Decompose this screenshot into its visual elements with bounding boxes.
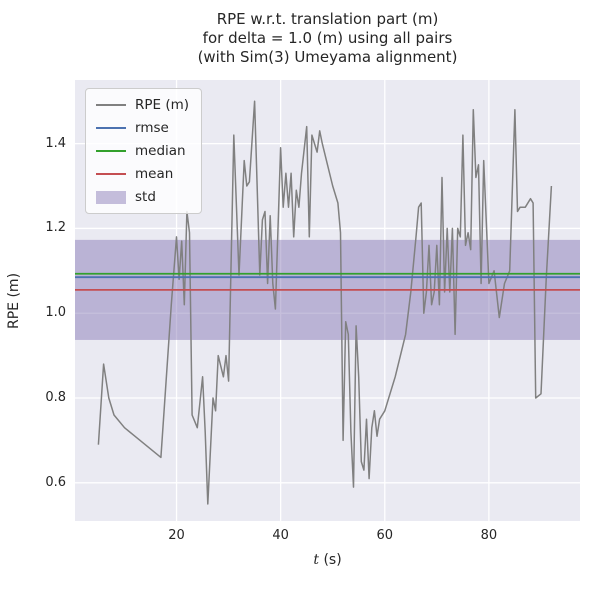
y-tick-label: 1.4 — [45, 135, 66, 151]
legend-item-rmse: rmse — [96, 120, 189, 136]
legend-swatch-band — [96, 190, 126, 204]
legend-item-rpe: RPE (m) — [96, 97, 189, 113]
x-tick-label: 40 — [272, 528, 289, 543]
legend-swatch-line — [96, 127, 126, 129]
x-tick-label: 60 — [376, 528, 394, 543]
legend-item-mean: mean — [96, 166, 189, 182]
legend-swatch-line — [96, 173, 126, 175]
x-tick-label: 20 — [168, 528, 185, 543]
plot-canvas — [75, 80, 580, 521]
y-tick-label: 1.2 — [45, 220, 66, 236]
y-tick-label: 0.8 — [45, 390, 66, 406]
y-tick-label: 1.0 — [45, 305, 66, 321]
legend-label: median — [135, 143, 186, 159]
x-tick-label: 80 — [480, 528, 498, 543]
chart-title: RPE w.r.t. translation part (m) for delt… — [197, 10, 458, 66]
x-axis-label-variable: t — [313, 552, 319, 568]
legend-swatch-line — [96, 150, 126, 152]
x-axis-label-unit: (s) — [323, 552, 342, 568]
legend-label: mean — [135, 166, 174, 182]
legend: RPE (m) rmse median mean std — [85, 88, 203, 214]
legend-label: std — [135, 189, 156, 205]
legend-swatch-line — [96, 104, 126, 106]
x-axis-label: t (s) — [75, 552, 580, 568]
legend-item-median: median — [96, 143, 189, 159]
legend-label: RPE (m) — [135, 97, 190, 113]
legend-label: rmse — [135, 120, 169, 136]
y-tick-label: 0.6 — [45, 474, 66, 490]
rpe-line — [97, 100, 553, 505]
legend-item-std: std — [96, 189, 189, 205]
plot-area: RPE (m) rmse median mean std — [75, 80, 580, 521]
